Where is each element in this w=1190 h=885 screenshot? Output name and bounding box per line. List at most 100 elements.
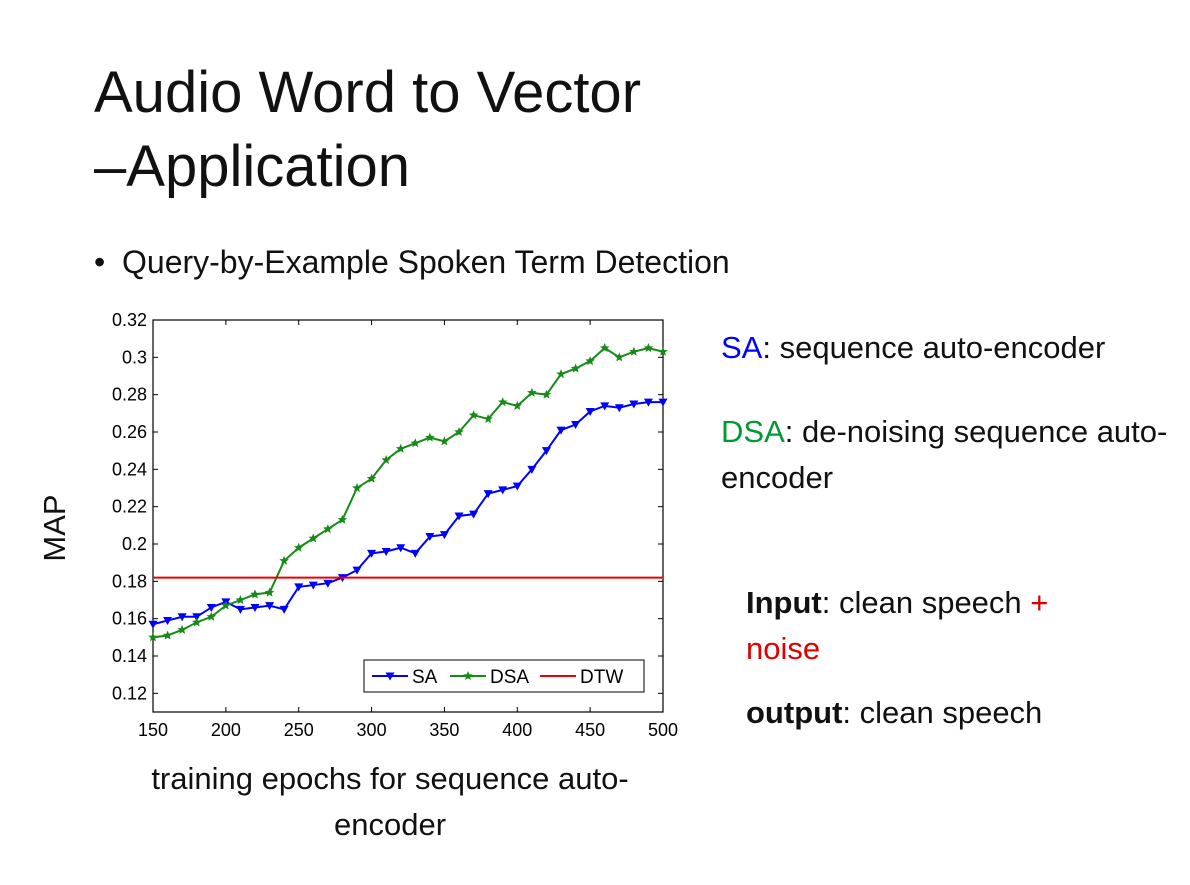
- data-point-sa: [206, 603, 216, 612]
- data-point-dsa: [279, 555, 289, 565]
- data-point-sa: [396, 544, 406, 553]
- input-description: Input: clean speech + noise: [746, 580, 1166, 672]
- x-tick-label: 450: [575, 720, 605, 740]
- data-point-dsa: [148, 632, 158, 642]
- data-point-dsa: [294, 542, 304, 552]
- data-point-sa: [308, 581, 318, 590]
- y-tick-label: 0.14: [112, 646, 147, 666]
- y-tick-label: 0.24: [112, 459, 147, 479]
- x-tick-label: 300: [357, 720, 387, 740]
- x-tick-label: 250: [284, 720, 314, 740]
- data-point-dsa: [250, 589, 260, 599]
- data-point-sa: [600, 402, 610, 411]
- data-point-dsa: [556, 369, 566, 379]
- data-point-dsa: [585, 356, 595, 366]
- data-point-sa: [294, 583, 304, 592]
- bullet-dot-icon: •: [94, 244, 106, 280]
- bullet-item: • Query-by-Example Spoken Term Detection: [94, 240, 730, 284]
- data-point-sa: [614, 404, 624, 413]
- legend-label-dsa: DSA: [490, 667, 529, 688]
- data-point-dsa: [381, 455, 391, 464]
- data-point-sa: [585, 407, 595, 416]
- data-point-sa: [512, 482, 522, 491]
- sa-definition: SA: sequence auto-encoder: [721, 325, 1181, 371]
- data-point-dsa: [512, 400, 522, 410]
- input-output-description: Input: clean speech + noise output: clean…: [746, 580, 1166, 754]
- legend-label-sa: SA: [412, 667, 438, 688]
- data-point-dsa: [396, 443, 406, 453]
- data-point-dsa: [162, 630, 173, 640]
- input-text: : clean speech: [821, 585, 1031, 620]
- data-point-dsa: [206, 611, 216, 621]
- data-point-dsa: [177, 624, 187, 634]
- data-point-sa: [352, 566, 362, 575]
- data-point-dsa: [235, 595, 246, 604]
- data-point-sa: [483, 490, 493, 499]
- data-point-sa: [367, 549, 377, 558]
- legend-marker-sa: [385, 672, 395, 681]
- data-point-sa: [265, 602, 275, 611]
- legend-marker-dsa: [463, 671, 473, 680]
- data-point-dsa: [614, 352, 624, 362]
- plot-area: [152, 319, 664, 713]
- y-tick-label: 0.2: [122, 534, 147, 554]
- x-tick-label: 150: [138, 720, 168, 740]
- data-point-dsa: [541, 389, 552, 399]
- slide-title: Audio Word to Vector –Application: [94, 56, 854, 204]
- output-description: output: clean speech: [746, 690, 1166, 736]
- y-tick-label: 0.32: [112, 310, 147, 330]
- data-point-sa: [163, 617, 173, 626]
- data-point-dsa: [600, 343, 610, 352]
- data-point-sa: [279, 605, 289, 614]
- output-text: : clean speech: [842, 695, 1043, 730]
- data-point-sa: [323, 579, 333, 588]
- data-point-dsa: [658, 346, 668, 356]
- data-point-dsa: [366, 473, 377, 483]
- data-point-sa: [148, 620, 158, 629]
- y-tick-label: 0.28: [112, 385, 147, 405]
- slide-title-line-2: –Application: [94, 134, 410, 199]
- data-point-sa: [454, 512, 464, 521]
- data-point-sa: [469, 510, 479, 519]
- legend-label-dtw: DTW: [580, 667, 623, 688]
- output-label: output: [746, 695, 843, 730]
- data-point-sa: [381, 547, 391, 556]
- y-tick-label: 0.22: [112, 497, 147, 517]
- data-point-sa: [541, 447, 551, 456]
- data-point-dsa: [629, 346, 639, 356]
- data-point-sa: [250, 603, 260, 612]
- data-point-sa: [643, 398, 653, 407]
- data-point-sa: [629, 400, 639, 409]
- data-point-dsa: [425, 432, 435, 442]
- legend-box: [363, 659, 645, 693]
- definitions: SA: sequence auto-encoder DSA: de-noisin…: [721, 325, 1181, 539]
- dsa-definition: DSA: de-noising sequence auto-encoder: [721, 409, 1181, 501]
- data-point-dsa: [454, 427, 464, 436]
- input-plus: +: [1030, 585, 1049, 620]
- data-point-dsa: [527, 387, 537, 397]
- data-point-dsa: [483, 413, 493, 423]
- data-point-sa: [425, 533, 435, 542]
- y-tick-label: 0.12: [112, 683, 147, 703]
- data-point-dsa: [323, 524, 333, 534]
- data-point-dsa: [352, 483, 362, 492]
- data-point-dsa: [192, 617, 202, 627]
- data-point-dsa: [643, 343, 654, 352]
- y-tick-label: 0.16: [112, 609, 147, 629]
- data-point-dsa: [498, 397, 508, 407]
- y-tick-label: 0.26: [112, 422, 147, 442]
- input-noise: noise: [746, 631, 821, 666]
- x-axis-label: training epochs for sequence auto-encode…: [151, 761, 629, 842]
- data-point-dsa: [410, 438, 420, 448]
- x-tick-label: 200: [211, 720, 241, 740]
- data-point-dsa: [221, 600, 231, 610]
- sa-term: SA: [721, 330, 763, 365]
- y-axis-label: MAP: [37, 494, 72, 562]
- data-point-dsa: [439, 436, 450, 446]
- input-label: Input: [746, 585, 822, 620]
- bullet-text: Query-by-Example Spoken Term Detection: [122, 244, 730, 280]
- y-tick-label: 0.3: [122, 347, 147, 367]
- data-point-sa: [498, 486, 508, 495]
- x-tick-label: 350: [429, 720, 459, 740]
- x-tick-label: 500: [648, 720, 678, 740]
